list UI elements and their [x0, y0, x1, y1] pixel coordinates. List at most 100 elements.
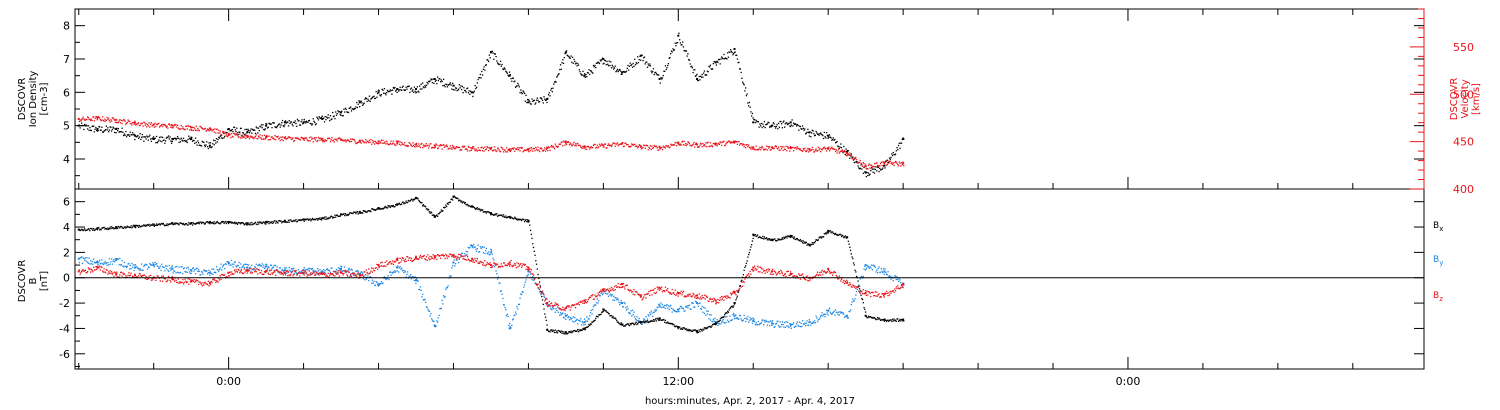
velocity-series-dot [293, 140, 296, 142]
density-series-dot [748, 105, 750, 107]
bx-series-point [902, 318, 905, 321]
by-series-dot [358, 273, 360, 275]
density-series-dot [145, 138, 147, 140]
velocity-series-point [96, 116, 99, 119]
by-series-dot [652, 311, 655, 313]
bz-series-dot [466, 259, 468, 261]
velocity-series-dot [194, 128, 196, 130]
by-series-dot [695, 301, 697, 303]
density-series-dot [589, 69, 592, 72]
density-series-dot [481, 74, 484, 76]
by-series-dot [108, 258, 111, 260]
velocity-series-dot [379, 142, 381, 145]
velocity-series-dot [859, 159, 861, 162]
density-series-dot [398, 90, 400, 92]
velocity-series-dot [513, 147, 515, 149]
density-series-dot [835, 141, 837, 143]
density-series-dot [673, 49, 675, 51]
bz-series-dot [89, 268, 91, 270]
density-series-dot [342, 115, 344, 117]
bz-series-dot [770, 271, 772, 273]
density-series-dot [428, 80, 431, 83]
bz-series-dot [663, 289, 665, 292]
bz-series-dot [804, 279, 807, 281]
velocity-series-dot [614, 145, 616, 147]
bz-series-dot [598, 291, 601, 293]
by-series-dot [549, 306, 551, 308]
velocity-series-dot [179, 128, 181, 130]
by-series-dot [91, 261, 93, 263]
by-series-dot [212, 268, 215, 270]
by-series-dot [317, 270, 320, 272]
bx-series-dot [86, 229, 89, 231]
velocity-series-dot [708, 145, 710, 148]
by-series-dot [292, 269, 294, 271]
bz-series-dot [324, 272, 326, 274]
velocity-series-dot [852, 158, 855, 160]
velocity-series-dot [879, 165, 881, 167]
by-series-dot [266, 267, 269, 269]
density-series-dot [563, 56, 565, 59]
by-series-dot [740, 318, 742, 320]
by-series-dot [739, 315, 742, 317]
by-series-point [190, 269, 193, 272]
bz-series-dot [730, 292, 732, 294]
velocity-series-dot [89, 118, 91, 120]
bz-series-dot [323, 273, 326, 276]
velocity-series-dot [83, 118, 85, 120]
bz-series-dot [325, 275, 327, 277]
velocity-series-dot [531, 148, 533, 150]
density-series-dot [828, 134, 831, 136]
bz-series-dot [305, 272, 308, 274]
bx-series-dot [292, 220, 294, 222]
density-series-dot [107, 131, 110, 133]
by-series-dot [104, 263, 106, 265]
velocity-series-dot [113, 119, 116, 121]
by-series-dot [360, 271, 362, 273]
bz-series-dot [896, 287, 898, 290]
velocity-series-dot [222, 130, 224, 133]
bz-series-dot [474, 257, 476, 260]
density-series-dot [482, 68, 484, 71]
by-series-dot [271, 268, 273, 270]
bz-series-dot [215, 280, 218, 282]
density-series-dot [156, 142, 158, 144]
velocity-series-dot [704, 145, 706, 147]
bz-series-dot [352, 272, 354, 275]
bz-series-dot [97, 266, 99, 268]
velocity-series-dot [891, 162, 893, 164]
density-series-dot [87, 125, 90, 127]
velocity-series-dot [329, 137, 331, 140]
velocity-series-dot [244, 134, 246, 137]
velocity-series-dot [332, 139, 335, 141]
by-series-dot [137, 267, 139, 269]
by-series-dot [768, 324, 771, 327]
bz-series-dot [437, 254, 440, 256]
velocity-series-dot [703, 143, 706, 146]
velocity-series-dot [559, 143, 561, 146]
density-series-dot [846, 149, 849, 152]
velocity-series-dot [360, 142, 362, 144]
density-series-dot [135, 136, 138, 138]
density-series-dot [629, 62, 631, 64]
velocity-series-dot [890, 162, 892, 165]
by-series-dot [437, 317, 440, 319]
bz-series-dot [83, 270, 86, 272]
density-series-dot [872, 171, 874, 173]
by-series-dot [126, 265, 129, 268]
by-series-dot [601, 293, 604, 296]
by-series-dot [207, 272, 209, 274]
bx-series-dot [92, 227, 95, 230]
bz-series-dot [421, 255, 424, 258]
velocity-series-dot [142, 125, 144, 127]
velocity-series-dot [867, 164, 870, 167]
velocity-series-dot [201, 127, 203, 130]
by-series-dot [888, 276, 890, 278]
bz-series-dot [463, 255, 465, 257]
by-series-dot [781, 321, 784, 323]
by-series-dot [116, 257, 118, 260]
bz-series-dot [417, 258, 419, 261]
density-series-dot [603, 62, 605, 64]
velocity-series-dot [375, 142, 377, 144]
velocity-series-dot [573, 141, 575, 143]
